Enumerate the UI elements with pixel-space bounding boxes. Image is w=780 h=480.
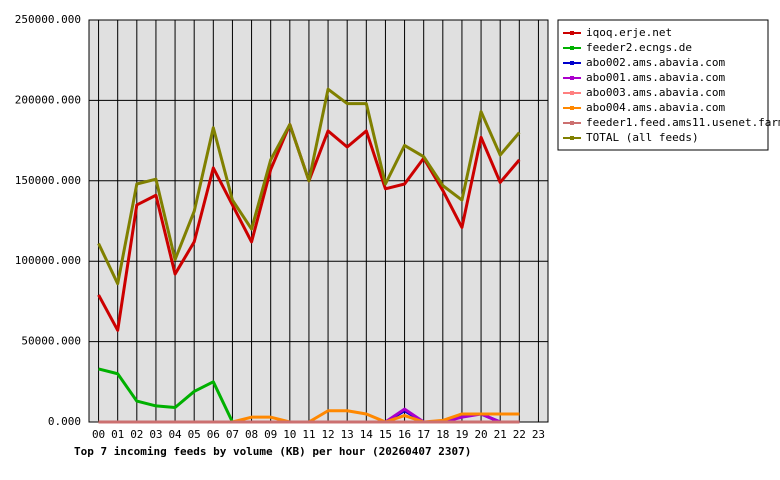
x-tick-label: 11 xyxy=(302,428,315,441)
x-tick-label: 19 xyxy=(455,428,468,441)
x-tick-label: 07 xyxy=(226,428,239,441)
x-tick-label: 02 xyxy=(130,428,143,441)
legend-swatch-dot xyxy=(570,76,574,80)
series-line xyxy=(97,87,521,286)
legend-swatch-dot xyxy=(570,121,574,125)
x-tick-label: 16 xyxy=(398,428,411,441)
x-tick-label: 04 xyxy=(168,428,182,441)
legend-label: abo004.ams.abavia.com xyxy=(586,101,725,114)
x-tick-label: 21 xyxy=(494,428,507,441)
x-tick-label: 09 xyxy=(264,428,277,441)
legend-label: abo003.ams.abavia.com xyxy=(586,86,725,99)
legend-label: TOTAL (all feeds) xyxy=(586,131,699,144)
x-tick-label: 06 xyxy=(207,428,220,441)
legend-label: feeder1.feed.ams11.usenet.farm xyxy=(586,116,780,129)
y-tick-label: 0.000 xyxy=(48,415,81,428)
x-tick-label: 17 xyxy=(417,428,430,441)
x-tick-label: 00 xyxy=(92,428,105,441)
y-tick-label: 150000.000 xyxy=(15,174,81,187)
x-tick-label: 18 xyxy=(436,428,449,441)
x-tick-label: 01 xyxy=(111,428,124,441)
legend-swatch-dot xyxy=(570,31,574,35)
x-tick-label: 05 xyxy=(188,428,201,441)
legend-swatch-dot xyxy=(570,106,574,110)
y-tick-label: 100000.000 xyxy=(15,254,81,267)
legend-swatch-dot xyxy=(570,136,574,140)
x-tick-label: 03 xyxy=(149,428,162,441)
x-tick-label: 12 xyxy=(321,428,334,441)
y-tick-label: 250000.000 xyxy=(15,13,81,26)
chart-title: Top 7 incoming feeds by volume (KB) per … xyxy=(74,445,471,458)
x-tick-label: 10 xyxy=(283,428,296,441)
legend-label: feeder2.ecngs.de xyxy=(586,41,692,54)
x-tick-label: 08 xyxy=(245,428,258,441)
y-tick-label: 50000.000 xyxy=(21,335,81,348)
x-tick-label: 20 xyxy=(474,428,487,441)
legend-label: abo002.ams.abavia.com xyxy=(586,56,725,69)
x-tick-label: 23 xyxy=(532,428,545,441)
legend-swatch-dot xyxy=(570,61,574,65)
x-tick-label: 14 xyxy=(360,428,374,441)
y-tick-label: 200000.000 xyxy=(15,93,81,106)
x-tick-label: 13 xyxy=(341,428,354,441)
x-tick-label: 22 xyxy=(513,428,526,441)
x-tick-label: 15 xyxy=(379,428,392,441)
legend-swatch-dot xyxy=(570,91,574,95)
legend-label: iqoq.erje.net xyxy=(586,26,672,39)
legend-label: abo001.ams.abavia.com xyxy=(586,71,725,84)
plot-area xyxy=(88,19,549,423)
legend-box xyxy=(557,19,769,151)
legend-swatch-dot xyxy=(570,46,574,50)
